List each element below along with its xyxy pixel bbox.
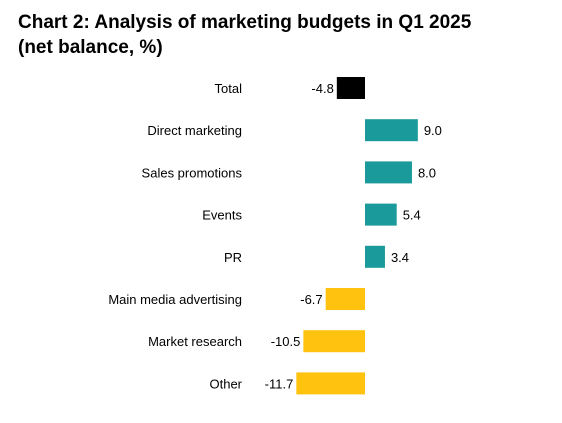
value-label-market-research: -10.5 — [271, 334, 301, 349]
bar-market-research — [303, 330, 365, 353]
category-label-direct-marketing: Direct marketing — [147, 123, 242, 138]
chart-title-block: Chart 2: Analysis of marketing budgets i… — [18, 10, 471, 60]
value-label-other: -11.7 — [265, 376, 294, 391]
bar-events — [365, 203, 397, 226]
bar-direct-marketing — [365, 119, 418, 142]
category-label-pr: PR — [224, 250, 242, 265]
bar-main-media-advertising — [325, 288, 365, 310]
category-label-total: Total — [215, 81, 243, 96]
value-label-sales-promotions: 8.0 — [418, 165, 436, 180]
bar-total — [336, 77, 365, 99]
category-label-main-media-advertising: Main media advertising — [108, 292, 242, 307]
bar-other — [296, 372, 365, 395]
category-label-sales-promotions: Sales promotions — [142, 165, 243, 180]
bar-sales-promotions — [365, 161, 412, 184]
category-label-events: Events — [202, 208, 242, 223]
bar-pr — [365, 245, 385, 268]
value-label-pr: 3.4 — [391, 250, 409, 265]
value-label-total: -4.8 — [311, 81, 333, 96]
category-label-market-research: Market research — [148, 334, 242, 349]
value-label-main-media-advertising: -6.7 — [300, 292, 322, 307]
category-label-other: Other — [209, 376, 242, 391]
value-label-direct-marketing: 9.0 — [424, 123, 442, 138]
chart-title: Chart 2: Analysis of marketing budgets i… — [18, 12, 472, 33]
plot-area: -4.8 Total 9.0 Direct marketing 8.0 Sales pro… — [108, 77, 442, 395]
chart-subtitle: (net balance, %) — [18, 37, 163, 58]
value-label-events: 5.4 — [403, 208, 421, 223]
